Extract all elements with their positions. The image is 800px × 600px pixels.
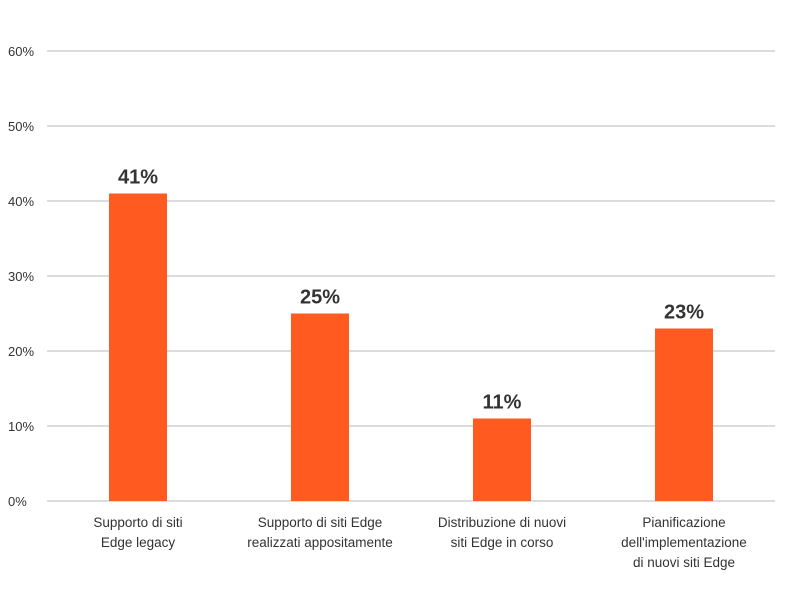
bar: [109, 193, 167, 501]
bar: [655, 328, 713, 501]
y-tick-label: 30%: [8, 269, 34, 284]
x-category-label: realizzati appositamente: [247, 535, 393, 550]
x-category-label: Supporto di siti Edge: [258, 515, 383, 530]
bar: [291, 313, 349, 501]
y-tick-label: 20%: [8, 344, 34, 359]
x-category-label: Distribuzione di nuovi: [438, 515, 566, 530]
bar: [473, 418, 531, 501]
y-tick-label: 60%: [8, 44, 34, 59]
data-label: 25%: [300, 287, 340, 309]
x-category-label: Supporto di siti: [93, 515, 182, 530]
x-category-label: Edge legacy: [101, 535, 176, 550]
data-label: 23%: [664, 302, 704, 324]
y-tick-label: 50%: [8, 119, 34, 134]
x-category-label: Pianificazione: [642, 515, 725, 530]
x-category-label: di nuovi siti Edge: [633, 555, 735, 570]
x-category-label: siti Edge in corso: [451, 535, 554, 550]
x-category-label: dell'implementazione: [621, 535, 747, 550]
y-tick-label: 0%: [8, 494, 27, 509]
data-label: 41%: [118, 167, 158, 189]
y-tick-label: 40%: [8, 194, 34, 209]
y-tick-label: 10%: [8, 419, 34, 434]
data-label: 11%: [483, 392, 522, 414]
